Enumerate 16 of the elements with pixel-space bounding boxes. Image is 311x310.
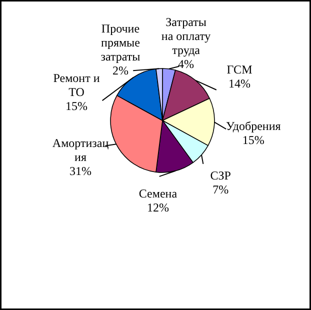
data-label: 12% [146, 200, 169, 214]
data-label: 15% [242, 132, 264, 147]
slice-label: Семена [138, 186, 178, 200]
slice-label: Затраты на оплату труда [161, 15, 211, 58]
slice-label: Амортизация [52, 136, 110, 164]
data-label: 2% [112, 63, 128, 78]
slice-label: Удобрения [226, 118, 282, 133]
data-label: 7% [212, 182, 229, 197]
slice-label: Прочие прямые затраты [100, 21, 140, 64]
data-label: 4% [178, 57, 194, 72]
data-label: 31% [70, 164, 92, 178]
slice-label: СЗР [210, 168, 232, 183]
data-label: 14% [228, 76, 251, 91]
data-label: 15% [66, 99, 88, 114]
slice-label: ГСМ [226, 62, 253, 77]
slice-label: Ремонт и ТО [53, 71, 100, 100]
